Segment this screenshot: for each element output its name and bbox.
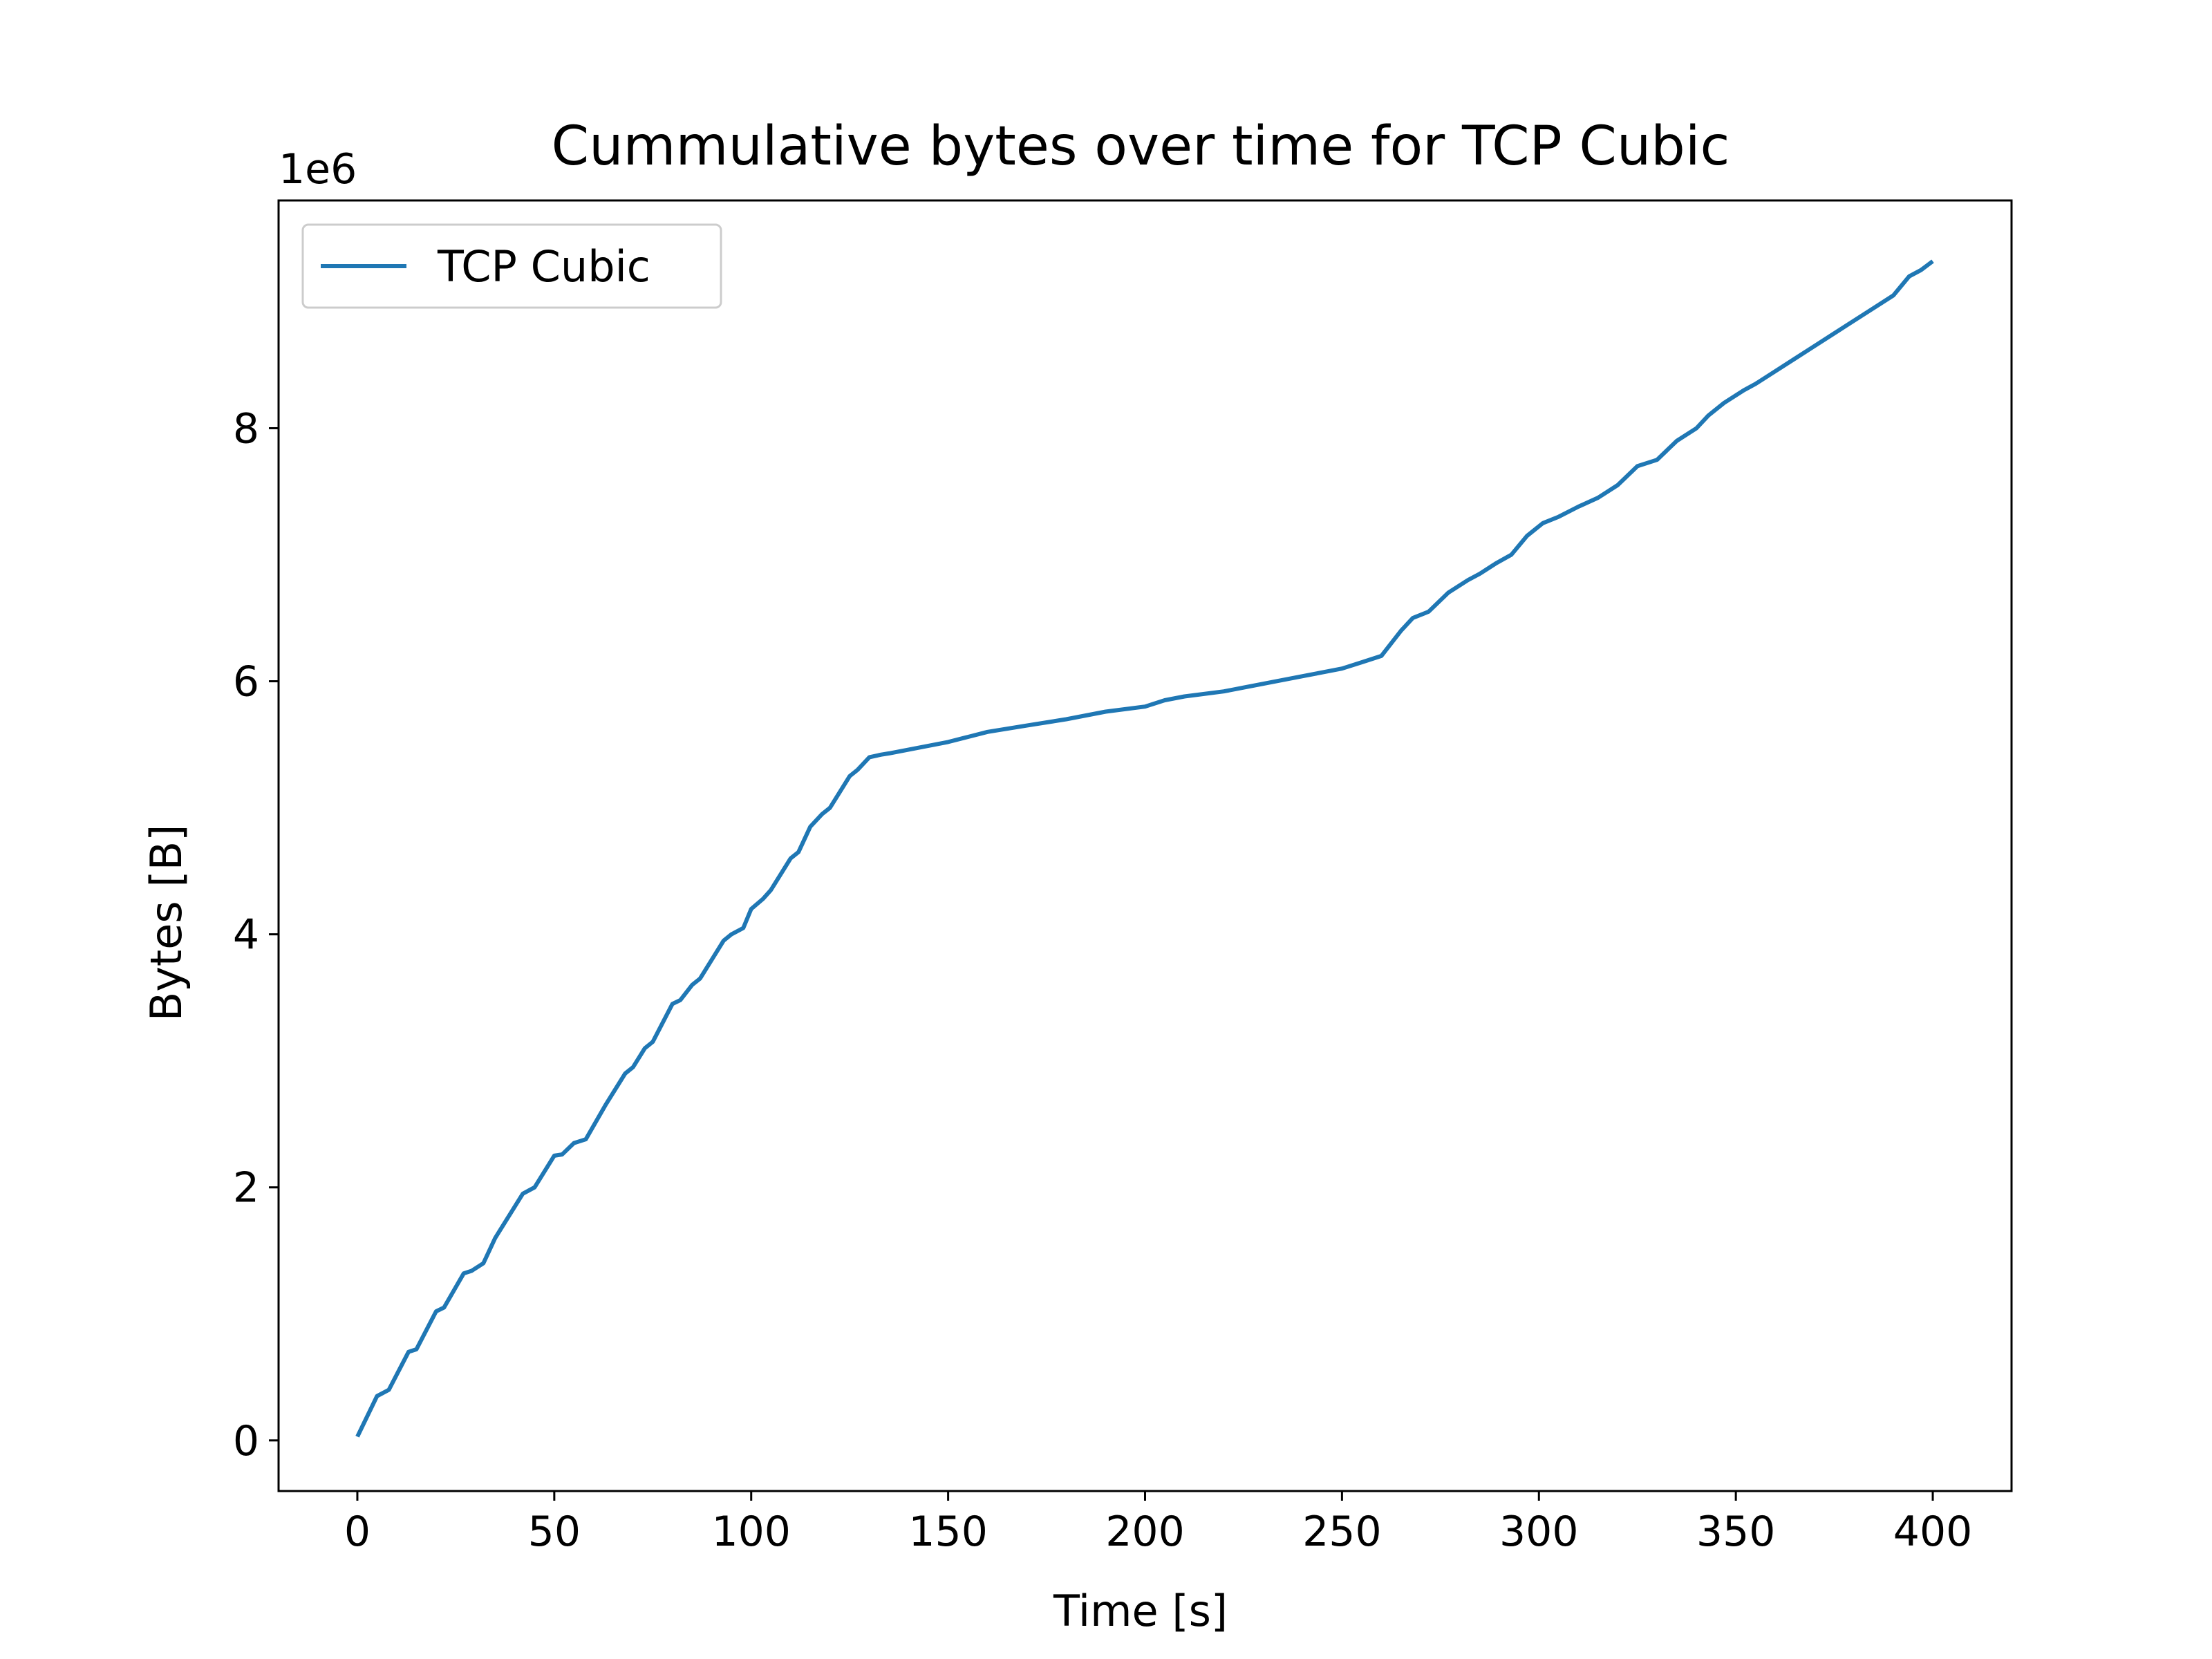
legend-box [301, 223, 722, 309]
x-tick-label: 150 [908, 1508, 988, 1556]
y-axis-label: Bytes [B] [141, 825, 191, 1022]
y-tick-label: 4 [233, 911, 259, 959]
y-axis-offset-text: 1e6 [279, 145, 357, 194]
y-tick-label: 8 [233, 404, 259, 453]
legend: TCP Cubic [301, 223, 722, 309]
series-line-0 [355, 259, 1934, 1438]
x-tick-label: 200 [1105, 1508, 1185, 1556]
x-tick-label: 400 [1893, 1508, 1973, 1556]
chart-title: Cummulative bytes over time for TCP Cubi… [552, 115, 1730, 178]
x-tick-label: 0 [344, 1508, 371, 1556]
x-tick-label: 300 [1499, 1508, 1579, 1556]
y-axis: 0 2 4 6 8 [233, 404, 279, 1465]
x-tick-label: 50 [528, 1508, 581, 1556]
y-tick-label: 2 [233, 1164, 259, 1212]
x-tick-label: 350 [1696, 1508, 1776, 1556]
y-tick-label: 6 [233, 658, 259, 706]
x-axis: 0 50 100 150 200 250 300 350 400 [344, 1491, 1972, 1556]
legend-label: TCP Cubic [437, 241, 650, 292]
x-tick-label: 100 [711, 1508, 791, 1556]
x-tick-label: 250 [1302, 1508, 1382, 1556]
y-tick-label: 0 [233, 1417, 259, 1465]
x-axis-label: Time [s] [1053, 1586, 1228, 1636]
